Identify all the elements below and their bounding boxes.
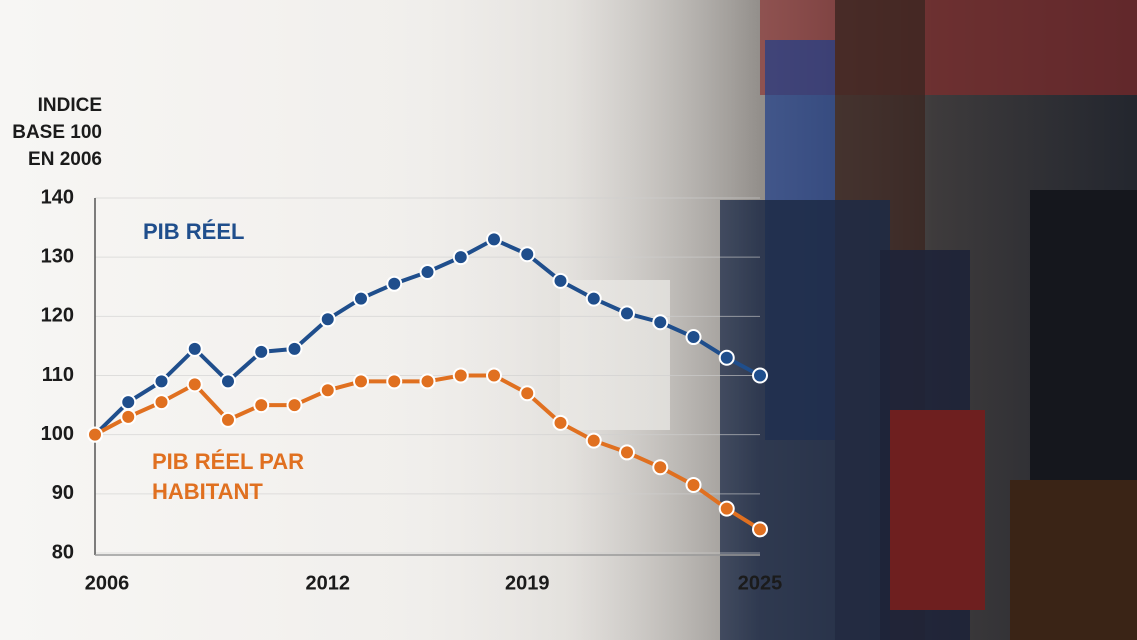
data-point	[718, 349, 735, 366]
data-point	[619, 305, 635, 322]
data-point	[519, 385, 536, 402]
y-tick-label: 140	[41, 186, 74, 208]
data-point	[519, 246, 536, 263]
data-point	[552, 272, 569, 289]
y-axis-title-line: EN 2006	[28, 149, 102, 170]
y-tick-label: 80	[52, 541, 74, 563]
data-point	[419, 263, 436, 280]
data-point	[619, 444, 635, 461]
data-point	[652, 459, 669, 476]
data-point	[353, 373, 369, 390]
data-point	[752, 367, 768, 384]
y-tick-label: 110	[42, 364, 74, 386]
x-tick-label: 2006	[85, 572, 130, 594]
data-point	[585, 290, 602, 307]
data-point	[153, 394, 170, 411]
data-point	[353, 290, 369, 307]
data-point	[386, 373, 403, 390]
series-label: PIB RÉEL	[143, 219, 245, 244]
data-point	[452, 367, 469, 384]
data-point	[286, 340, 303, 357]
data-point	[120, 394, 137, 411]
data-point	[486, 367, 502, 384]
data-point	[685, 329, 702, 346]
series-label: PIB RÉEL PAR HABITANT	[152, 449, 304, 504]
data-point	[319, 311, 336, 328]
y-tick-label: 120	[41, 305, 74, 327]
data-point	[186, 340, 203, 357]
data-point	[220, 373, 236, 390]
y-axis-title-line: BASE 100	[12, 122, 102, 143]
data-point	[386, 275, 403, 292]
y-tick-label: 100	[41, 423, 74, 445]
x-tick-label: 2012	[306, 572, 351, 594]
data-point	[153, 373, 170, 390]
x-tick-label: 2025	[738, 572, 783, 594]
data-point	[286, 397, 303, 414]
y-tick-label: 90	[52, 482, 74, 504]
data-point	[253, 343, 270, 360]
data-point	[253, 397, 270, 414]
data-point	[585, 432, 602, 449]
data-point	[486, 231, 502, 248]
data-point	[452, 249, 469, 266]
y-axis-title-line: INDICE	[37, 95, 102, 116]
y-tick-label: 130	[41, 245, 74, 267]
data-point	[718, 500, 735, 517]
data-point	[652, 314, 669, 331]
data-point	[552, 414, 569, 431]
data-point	[87, 426, 103, 443]
data-point	[319, 382, 336, 399]
data-point	[685, 476, 702, 493]
data-point	[419, 373, 436, 390]
data-point	[220, 411, 236, 428]
data-point	[120, 408, 137, 425]
x-tick-label: 2019	[505, 572, 550, 594]
y-axis-title: INDICE BASE 100 EN 2006	[10, 92, 102, 173]
data-point	[752, 521, 768, 538]
data-point	[186, 376, 203, 393]
